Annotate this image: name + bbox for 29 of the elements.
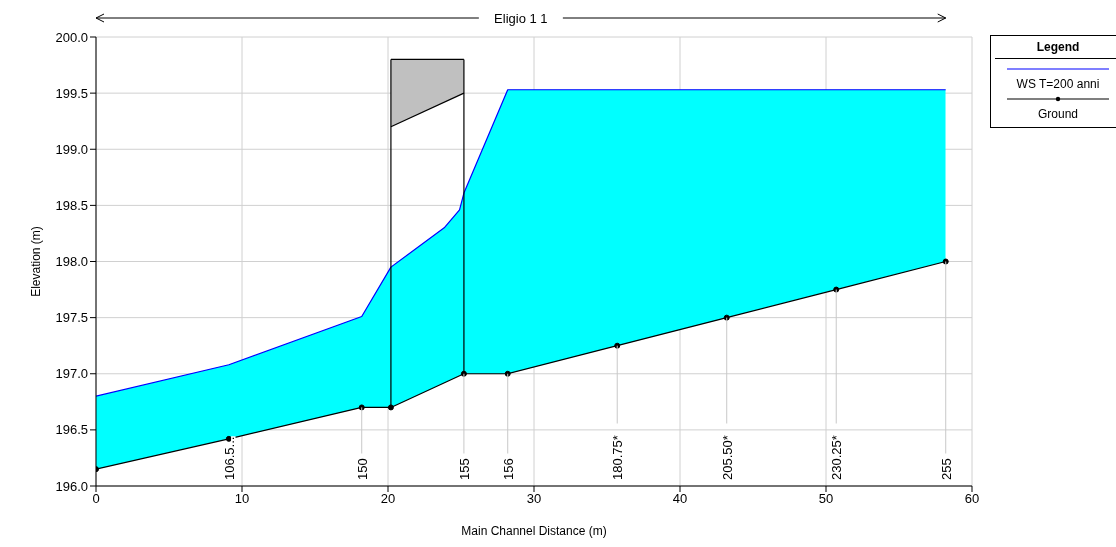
y-tick-label: 196.0 (55, 478, 88, 494)
text: Ground (1037, 107, 1079, 121)
y-tick-label: 199.5 (55, 85, 88, 101)
annotation: 156 (500, 458, 516, 480)
x-tick-label: 60 (964, 491, 980, 507)
x-tick-label: 20 (380, 491, 396, 507)
x-tick-label: 10 (234, 491, 250, 507)
y-tick-label: 198.5 (55, 197, 88, 213)
x-tick-label: 50 (818, 491, 834, 507)
annotation: 205.50* (719, 435, 735, 480)
annotation: 155 (456, 458, 472, 480)
x-tick-label: 0 (92, 491, 100, 507)
y-tick-label: 196.5 (55, 422, 88, 438)
annotation: 230.25* (829, 435, 845, 480)
y-tick-label: 199.0 (55, 141, 88, 157)
y-axis-title: Elevation (m) (29, 226, 44, 297)
text: WS T=200 anni (1015, 77, 1101, 91)
y-tick-label: 197.0 (55, 366, 88, 382)
y-tick-label: 200.0 (55, 29, 88, 45)
x-axis-title: Main Channel Distance (m) (461, 524, 607, 538)
y-tick-label: 197.5 (55, 310, 88, 326)
annotation: 255 (938, 458, 954, 480)
chart-title: Eligio 1 1 (494, 11, 548, 26)
legend-title: Legend (995, 40, 1116, 59)
y-tick-label: 198.0 (55, 254, 88, 270)
annotation: 150 (354, 458, 370, 480)
x-tick-label: 30 (526, 491, 542, 507)
x-tick-label: 40 (672, 491, 688, 507)
annotation: 180.75* (610, 435, 626, 480)
